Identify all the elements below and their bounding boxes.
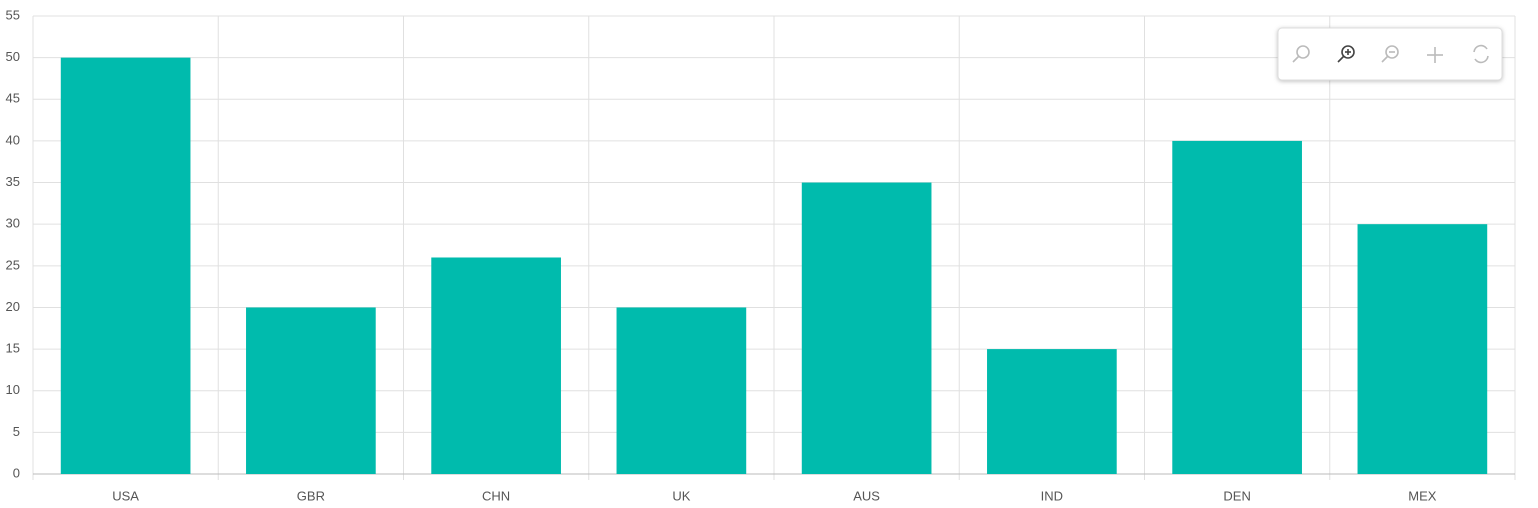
plot: 0 5 10 15 20 25 30 35 40 45 50 55 USA GBR CHN UK AUS IND D… xyxy=(6,7,1516,503)
zoom-out-button[interactable] xyxy=(1381,45,1399,63)
y-tick-label: 20 xyxy=(6,299,20,314)
y-tick-label: 35 xyxy=(6,174,20,189)
zoom-in-button[interactable] xyxy=(1337,45,1355,63)
bar xyxy=(1357,224,1488,474)
y-tick-label: 25 xyxy=(6,257,20,272)
y-tick-label: 5 xyxy=(13,424,20,439)
y-tick-label: 0 xyxy=(13,465,20,480)
y-tick-label: 15 xyxy=(6,341,20,356)
pan-button[interactable] xyxy=(1427,47,1443,63)
y-tick-label: 10 xyxy=(6,382,20,397)
zoom-button[interactable] xyxy=(1292,45,1310,63)
x-tick-label: MEX xyxy=(1408,488,1437,503)
x-tick-label: DEN xyxy=(1223,488,1250,503)
x-tick-label: UK xyxy=(672,488,690,503)
x-tick-label: AUS xyxy=(853,488,880,503)
y-tick-label: 45 xyxy=(6,91,20,106)
x-tick-label: USA xyxy=(112,488,139,503)
reset-button[interactable] xyxy=(1473,44,1489,64)
y-tick-label: 55 xyxy=(6,7,20,22)
y-tick-label: 50 xyxy=(6,49,20,64)
toolbar-box xyxy=(1277,27,1503,81)
bar xyxy=(60,57,191,475)
bar xyxy=(1172,140,1302,474)
bar xyxy=(801,182,932,474)
toolbar xyxy=(1277,27,1503,81)
bar xyxy=(616,307,747,474)
bar xyxy=(431,257,561,474)
x-tick-label: CHN xyxy=(482,488,510,503)
y-tick-label: 40 xyxy=(6,132,20,147)
y-tick-label: 30 xyxy=(6,216,20,231)
x-tick-label: IND xyxy=(1041,488,1063,503)
bar xyxy=(246,307,376,474)
x-tick-label: GBR xyxy=(297,488,325,503)
bar xyxy=(987,349,1117,474)
